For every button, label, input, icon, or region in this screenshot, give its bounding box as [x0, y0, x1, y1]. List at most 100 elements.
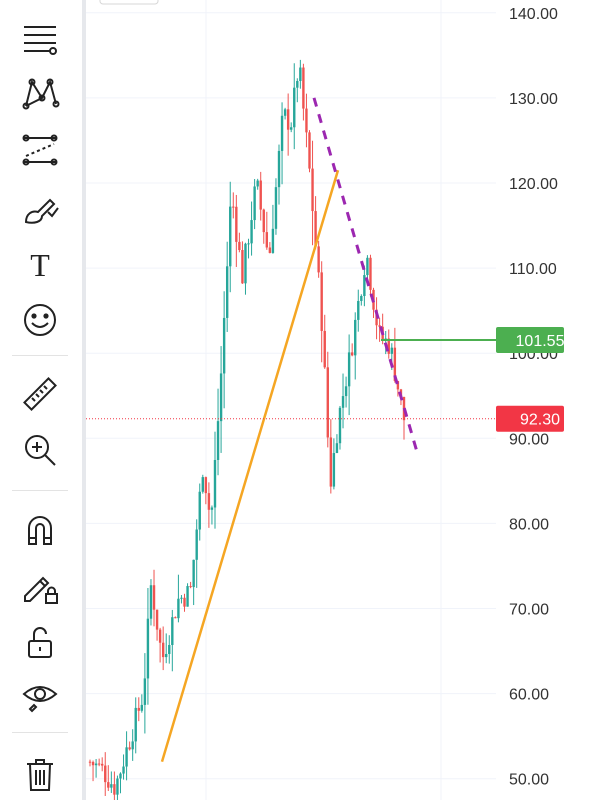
candle-body [274, 187, 278, 229]
text-icon: T [30, 247, 50, 283]
candle-body [143, 678, 147, 705]
price-tags: 101.55 92.30 [496, 327, 565, 432]
candle-body [165, 653, 168, 658]
y-tick-label: 140.00 [509, 6, 558, 23]
candle-body [94, 763, 98, 766]
pencil-lock-icon [24, 576, 58, 604]
candle-body [213, 459, 217, 508]
candle-body [222, 317, 226, 374]
candle-body [137, 707, 140, 711]
candle-body [247, 243, 250, 245]
projection-icon [22, 134, 58, 166]
y-tick-label: 50.00 [509, 772, 549, 789]
candle-body [290, 127, 293, 130]
candle-body [305, 108, 308, 133]
candle-body [116, 778, 119, 795]
y-tick-label: 90.00 [509, 431, 549, 448]
trend-lines-tool[interactable] [16, 16, 64, 60]
candle-body [344, 386, 348, 397]
price-tag-label: 92.30 [520, 412, 560, 429]
candle-body [104, 765, 107, 783]
ruler-icon [23, 377, 57, 411]
candle-body [323, 330, 326, 368]
candle-body [171, 617, 174, 645]
candle-body [262, 209, 265, 233]
forecasting-tool[interactable] [16, 128, 64, 172]
candle-body [378, 325, 381, 327]
lock-all[interactable] [16, 620, 64, 664]
candles [88, 59, 406, 800]
candle-body [396, 380, 400, 390]
candle-body [88, 761, 92, 763]
magnet-icon [28, 516, 52, 545]
brush-tool[interactable] [16, 186, 64, 230]
xabcd-pattern-icon [22, 78, 60, 110]
magnet-mode[interactable] [16, 508, 64, 552]
candle-body [152, 585, 156, 610]
candle-body [122, 766, 125, 774]
candle-body [302, 67, 305, 109]
candle-body [100, 763, 104, 766]
candle-body [311, 168, 314, 212]
candle-body [177, 598, 180, 619]
candle-body [119, 773, 122, 779]
lock-drawings[interactable] [16, 564, 64, 608]
emoji-tool[interactable] [16, 298, 64, 342]
patterns-tool[interactable] [16, 72, 64, 116]
toolbar-separator [12, 490, 68, 491]
candle-body [149, 585, 153, 619]
y-tick-label: 130.00 [509, 91, 558, 108]
toolbar-separator [12, 355, 68, 356]
candle-body [338, 407, 342, 444]
hide-drawings[interactable] [16, 674, 64, 718]
candle-body [207, 493, 211, 510]
price-tag [496, 405, 564, 432]
candle-body [180, 597, 183, 599]
price-tag-label: 101.55 [516, 333, 565, 350]
candle-body [317, 246, 320, 273]
candle-body [286, 109, 290, 130]
candle-body [235, 206, 238, 242]
chart-grid [86, 0, 496, 800]
candle-body [277, 150, 281, 188]
candle-body [210, 507, 214, 510]
measure-tool[interactable] [16, 372, 64, 416]
candle-body [134, 707, 137, 742]
candle-body [192, 559, 195, 588]
drawings[interactable] [86, 97, 496, 763]
candle-body [128, 747, 131, 750]
candle-body [357, 300, 360, 320]
candle-body [110, 784, 113, 788]
candle-body [366, 257, 369, 276]
price-tag [496, 327, 564, 353]
trash-icon [27, 759, 53, 791]
candle-body [158, 629, 162, 643]
y-tick-label: 110.00 [509, 261, 557, 278]
candle-body [256, 180, 259, 187]
candle-body [280, 115, 284, 151]
candle-body [107, 782, 110, 788]
candle-body [244, 243, 247, 284]
candle-body [155, 609, 159, 630]
candle-body [299, 67, 302, 81]
remove-drawings[interactable] [16, 752, 64, 796]
text-tool[interactable]: T [16, 242, 64, 286]
candle-body [387, 338, 390, 354]
candle-body [320, 272, 323, 331]
candle-body [390, 347, 394, 354]
zoom-in-tool[interactable] [16, 428, 64, 472]
candle-body [146, 618, 150, 679]
candle-body [253, 186, 256, 221]
candle-body [113, 784, 116, 795]
price-axis[interactable]: 140.00130.00120.00110.00100.0090.0080.00… [509, 6, 558, 789]
candle-body [216, 421, 220, 460]
candle-body [131, 741, 134, 750]
candle-body [225, 266, 229, 318]
drawing-toolbar: T [0, 0, 82, 800]
candle-body [219, 373, 223, 422]
candle-body [326, 367, 329, 438]
horizontal-lines-icon [24, 26, 57, 55]
candle-body [354, 319, 357, 356]
price-chart[interactable]: 140.00130.00120.00110.00100.0090.0080.00… [86, 0, 600, 800]
candle-body [296, 80, 299, 88]
